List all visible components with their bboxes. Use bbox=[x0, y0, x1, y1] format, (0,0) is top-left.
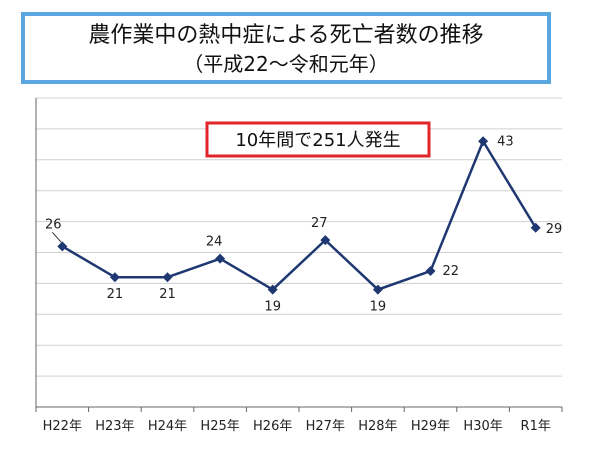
chart-subtitle: （平成22～令和元年） bbox=[183, 52, 389, 76]
data-point-marker bbox=[215, 253, 226, 264]
x-tick-label: H30年 bbox=[463, 419, 502, 434]
data-point-marker bbox=[372, 284, 383, 295]
data-label: 19 bbox=[264, 300, 281, 315]
data-point-marker bbox=[57, 241, 68, 252]
data-point-marker bbox=[425, 266, 436, 277]
annotation-border bbox=[205, 121, 431, 158]
data-label: 26 bbox=[45, 217, 62, 232]
data-label: 21 bbox=[159, 287, 176, 302]
x-tick-label: H25年 bbox=[200, 419, 239, 434]
data-label-leader bbox=[51, 231, 62, 243]
x-tick-label: H28年 bbox=[358, 419, 397, 434]
annotation-box: 10年間で251人発生 bbox=[205, 121, 431, 158]
x-tick-label: R1年 bbox=[521, 419, 551, 434]
data-point-marker bbox=[267, 284, 278, 295]
x-tick-label: H29年 bbox=[411, 419, 450, 434]
x-tick-label: H22年 bbox=[43, 419, 82, 434]
x-tick-label: H26年 bbox=[253, 419, 292, 434]
x-tick-label: H23年 bbox=[95, 419, 134, 434]
data-label: 43 bbox=[497, 134, 514, 149]
chart-title: 農作業中の熱中症による死亡者数の推移 bbox=[88, 23, 484, 48]
data-label: 19 bbox=[370, 300, 387, 315]
data-point-marker bbox=[109, 272, 120, 283]
series-line bbox=[61, 140, 537, 291]
chart-title-box: 農作業中の熱中症による死亡者数の推移 （平成22～令和元年） bbox=[21, 12, 551, 84]
data-label: 22 bbox=[443, 264, 460, 279]
data-label: 24 bbox=[206, 235, 223, 250]
data-point-marker bbox=[320, 235, 331, 246]
data-point-marker bbox=[530, 222, 541, 233]
annotation-text: 10年間で251人発生 bbox=[235, 130, 400, 151]
x-tick-label: H27年 bbox=[306, 419, 345, 434]
data-label: 29 bbox=[546, 222, 563, 237]
x-tick-label: H24年 bbox=[148, 419, 187, 434]
data-label: 27 bbox=[311, 216, 328, 231]
data-label: 21 bbox=[107, 287, 124, 302]
data-point-marker bbox=[478, 136, 489, 147]
data-point-marker bbox=[162, 272, 173, 283]
